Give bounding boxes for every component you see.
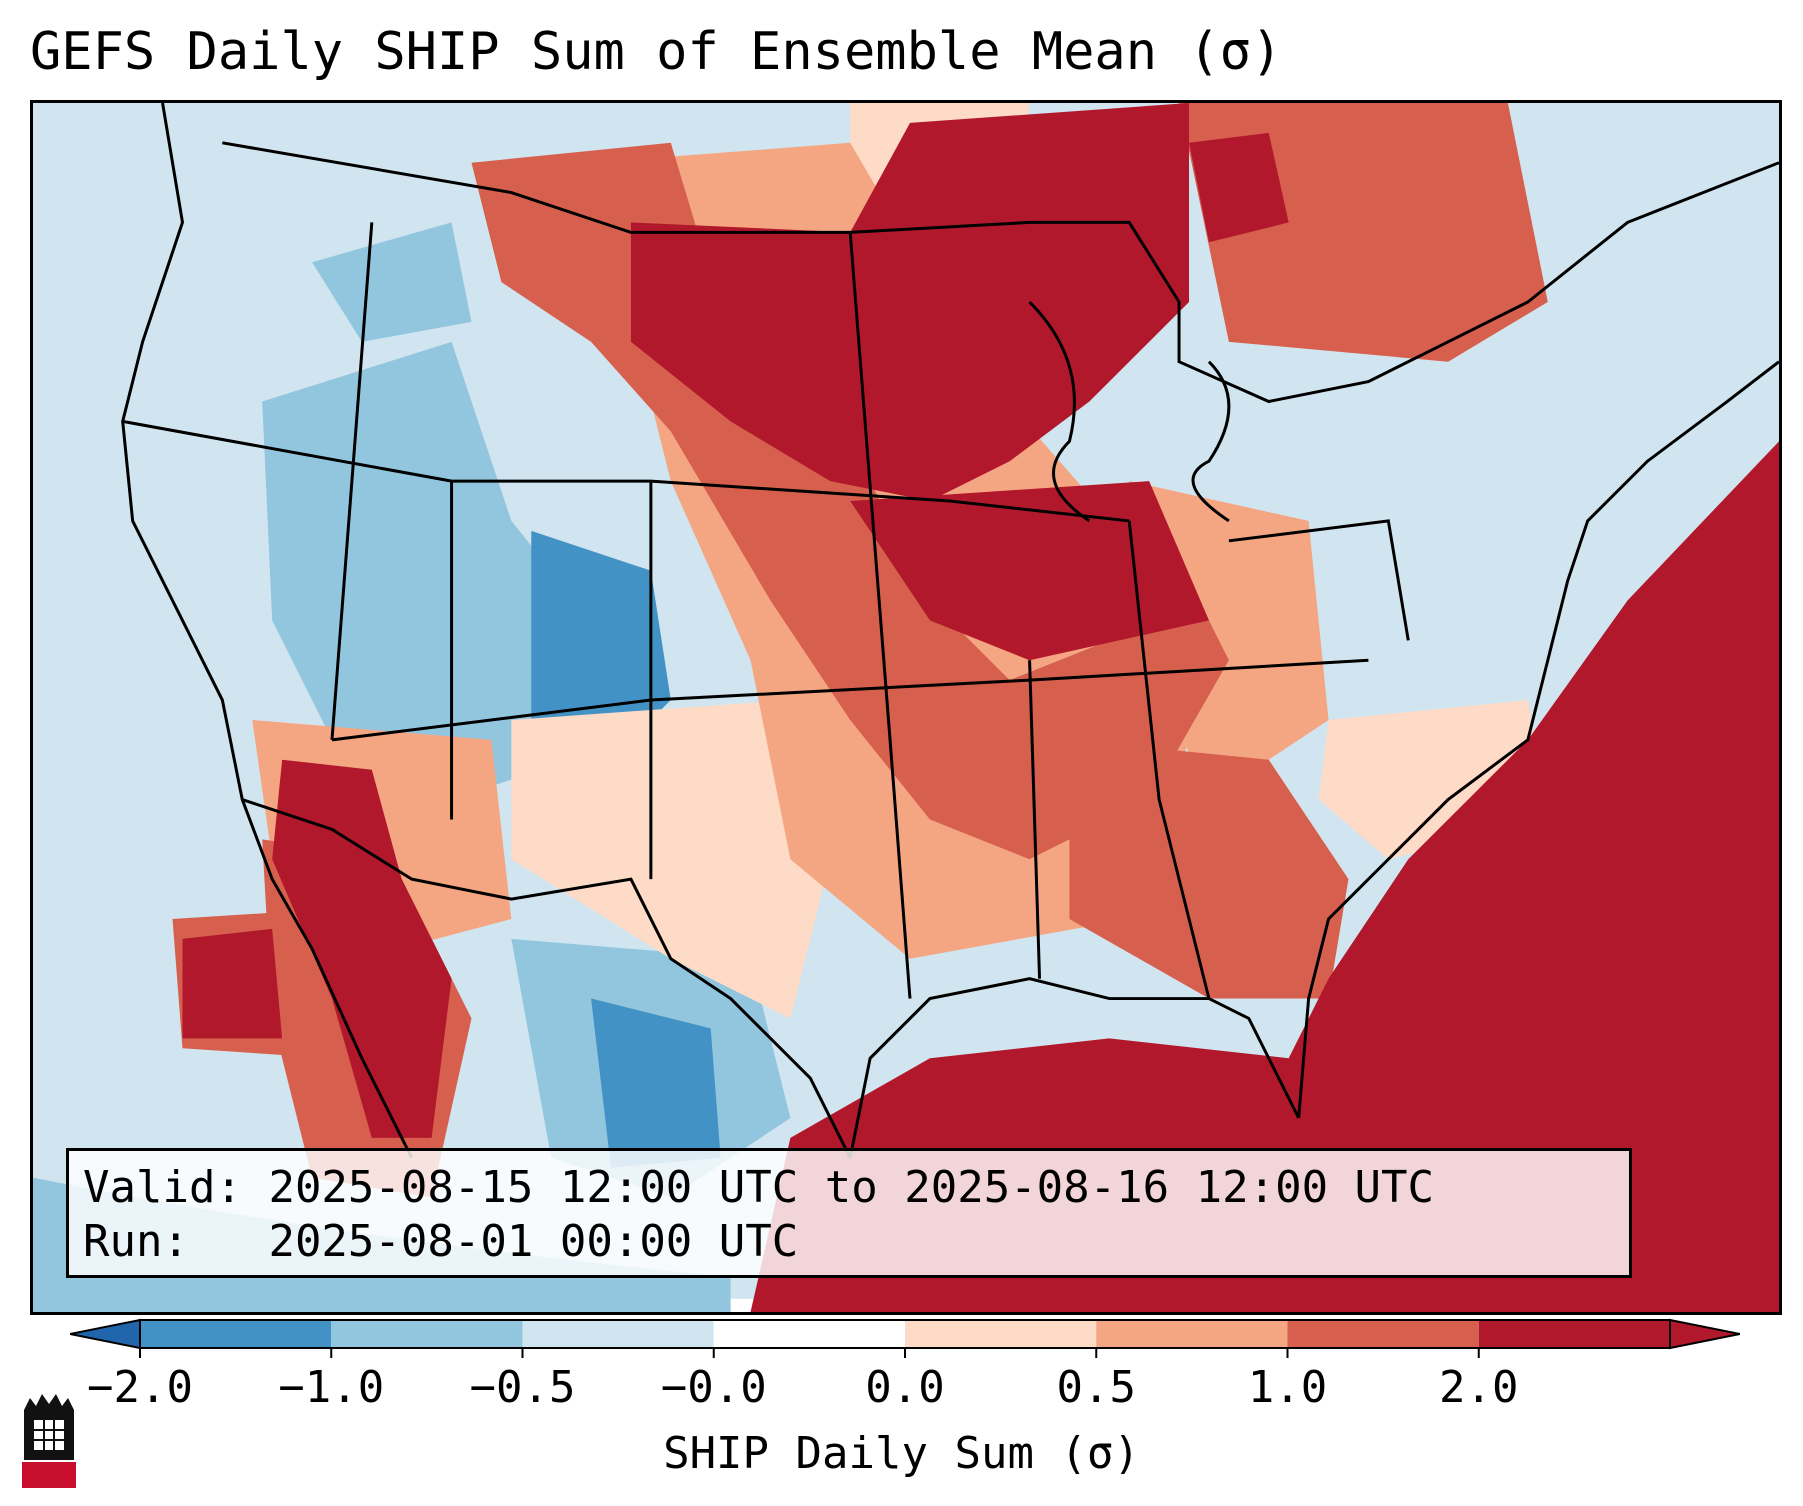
validity-info-box: Valid: 2025-08-15 12:00 UTC to 2025-08-1… bbox=[66, 1148, 1632, 1278]
colorbar-segment bbox=[713, 1320, 905, 1348]
state-line-west bbox=[330, 222, 374, 740]
colorbar-label: SHIP Daily Sum (σ) bbox=[663, 1428, 1140, 1479]
us-canada-border bbox=[222, 141, 1779, 404]
colorbar-segment bbox=[1478, 1320, 1670, 1348]
colorbar-segment bbox=[522, 1320, 714, 1348]
logo-banner-icon bbox=[22, 1462, 76, 1488]
field-great-basin bbox=[262, 341, 592, 800]
colorbar-segments bbox=[70, 1318, 1740, 1350]
field-gulf-atlantic bbox=[750, 441, 1779, 1312]
valid-row: Valid: 2025-08-15 12:00 UTC to 2025-08-1… bbox=[83, 1161, 1615, 1215]
pacific-coastline bbox=[121, 103, 414, 1159]
field-gulf-of-california bbox=[272, 759, 452, 1138]
great-lakes-outline bbox=[1028, 300, 1091, 523]
niu-logo bbox=[22, 1394, 76, 1488]
colorbar-segment bbox=[1096, 1320, 1288, 1348]
field-idaho bbox=[312, 222, 472, 342]
boundaries bbox=[121, 103, 1779, 1159]
colorbar-tick-label: −2.0 bbox=[87, 1362, 193, 1413]
colorbar-segment bbox=[140, 1320, 332, 1348]
field-pacific-max bbox=[182, 928, 283, 1039]
state-line-south bbox=[331, 658, 1369, 742]
state-line-central bbox=[848, 232, 912, 999]
gulf-coastline bbox=[848, 977, 1300, 1159]
run-value: 2025-08-01 00:00 UTC bbox=[268, 1216, 799, 1267]
colorbar-tick-label: 1.0 bbox=[1247, 1362, 1328, 1413]
shaded-field-map bbox=[33, 103, 1779, 1312]
map-panel bbox=[30, 100, 1782, 1315]
field-hudson bbox=[1189, 132, 1289, 243]
state-line-pa bbox=[1228, 519, 1410, 641]
colorbar-tick-label: −1.0 bbox=[278, 1362, 385, 1413]
state-line-mississippi bbox=[1028, 660, 1042, 979]
valid-label: Valid: bbox=[83, 1162, 242, 1213]
state-line-east bbox=[1127, 520, 1211, 999]
colorbar bbox=[70, 1318, 1740, 1358]
colorbar-tick-label: −0.5 bbox=[469, 1362, 576, 1413]
field-texas-west bbox=[511, 700, 831, 1019]
colorbar-extend-low bbox=[70, 1318, 141, 1350]
valid-value: 2025-08-15 12:00 UTC to 2025-08-16 12:00… bbox=[268, 1162, 1435, 1213]
field-upper-midwest bbox=[630, 103, 1190, 502]
atlantic-coastline bbox=[1297, 360, 1779, 1119]
colorbar-segment bbox=[331, 1320, 523, 1348]
logo-window-icon bbox=[34, 1420, 64, 1450]
map-title: GEFS Daily SHIP Sum of Ensemble Mean (σ) bbox=[30, 22, 1283, 82]
colorbar-segment bbox=[905, 1320, 1097, 1348]
great-lakes-east bbox=[1191, 360, 1231, 523]
field-mexico-core bbox=[591, 998, 721, 1168]
colorbar-tick-label: 2.0 bbox=[1439, 1362, 1519, 1413]
field-northeast bbox=[1288, 391, 1588, 740]
colorbar-extend-high bbox=[1669, 1318, 1740, 1350]
colorbar-segment bbox=[1287, 1320, 1479, 1348]
run-label: Run: bbox=[83, 1216, 189, 1267]
field-great-lakes bbox=[850, 481, 1209, 661]
us-mexico-border bbox=[241, 798, 852, 1159]
colorbar-tick-label: −0.0 bbox=[660, 1362, 767, 1413]
logo-grid-icon bbox=[34, 1420, 64, 1450]
run-row: Run: 2025-08-01 00:00 UTC bbox=[83, 1215, 1615, 1269]
colorbar-ticks bbox=[139, 1348, 1480, 1358]
colorbar-tick-label: 0.5 bbox=[1056, 1362, 1136, 1413]
field-southeast bbox=[1069, 739, 1349, 999]
colorbar-tick-label: 0.0 bbox=[865, 1362, 945, 1413]
